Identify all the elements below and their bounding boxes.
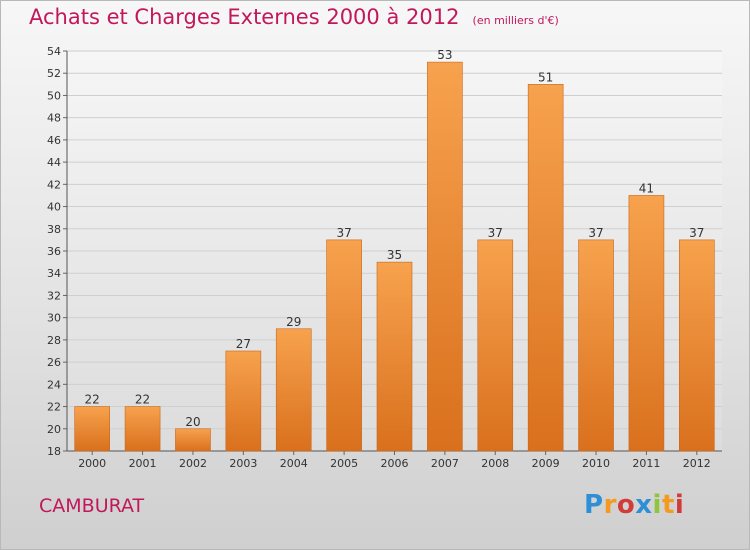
chart-title: Achats et Charges Externes 2000 à 2012 (…	[29, 5, 559, 29]
bar	[679, 239, 715, 452]
x-tick-label: 2006	[381, 457, 409, 470]
data-label: 53	[437, 48, 452, 62]
data-label: 51	[538, 70, 553, 84]
x-tick-label: 2009	[532, 457, 560, 470]
bar	[376, 261, 413, 452]
plot-area: 18 20 22 24 26 28 30 32 34 36 38 40 42 44 46 48 50 52 54 22…	[47, 45, 722, 470]
x-tick-label: 2011	[632, 457, 660, 470]
place-name: CAMBURAT	[39, 495, 145, 517]
y-tick-label: 22	[47, 401, 61, 414]
data-label: 27	[236, 337, 251, 351]
y-tick-label: 38	[47, 223, 61, 236]
y-tick-label: 52	[47, 67, 61, 80]
y-tick-label: 20	[47, 423, 61, 436]
x-tick-label: 2008	[481, 457, 509, 470]
data-label: 20	[185, 415, 200, 429]
y-tick-label: 42	[47, 178, 61, 191]
x-tick-label: 2012	[683, 457, 711, 470]
y-tick-label: 32	[47, 289, 61, 302]
data-label: 22	[135, 393, 150, 407]
proxiti-logo: Proxiti	[584, 490, 685, 520]
y-tick-label: 40	[47, 201, 61, 214]
y-tick-label: 30	[47, 312, 61, 325]
bar	[225, 350, 262, 452]
title-unit: (en milliers d'€)	[472, 14, 559, 27]
y-tick-label: 48	[47, 112, 61, 125]
data-label: 37	[336, 226, 351, 240]
y-tick-label: 18	[47, 445, 61, 458]
y-tick-label: 28	[47, 334, 61, 347]
x-tick-label: 2002	[179, 457, 207, 470]
x-tick-label: 2003	[229, 457, 257, 470]
data-label: 22	[85, 393, 100, 407]
x-tick-label: 2000	[78, 457, 106, 470]
x-tick-label: 2005	[330, 457, 358, 470]
y-tick-label: 36	[47, 245, 61, 258]
bar	[326, 239, 362, 452]
bar	[628, 195, 665, 452]
bar	[477, 239, 514, 452]
x-tick-label: 2001	[129, 457, 157, 470]
data-label: 29	[286, 315, 301, 329]
y-tick-label: 46	[47, 134, 61, 147]
bar	[427, 61, 463, 452]
x-tick-label: 2004	[280, 457, 308, 470]
y-tick-label: 24	[47, 378, 61, 391]
data-label: 37	[488, 226, 503, 240]
bar	[275, 328, 312, 452]
data-label: 41	[639, 181, 654, 195]
y-tick-label: 50	[47, 89, 61, 102]
bar	[578, 239, 614, 452]
y-tick-label: 34	[47, 267, 61, 280]
y-tick-label: 26	[47, 356, 61, 369]
x-tick-label: 2010	[582, 457, 610, 470]
bar	[175, 428, 211, 452]
data-label: 37	[689, 226, 704, 240]
y-tick-label: 44	[47, 156, 61, 169]
title-text: Achats et Charges Externes 2000 à 2012	[29, 5, 460, 29]
bar	[527, 84, 564, 452]
data-label: 37	[588, 226, 603, 240]
x-tick-label: 2007	[431, 457, 459, 470]
y-tick-label: 54	[47, 45, 61, 58]
data-label: 35	[387, 248, 402, 262]
bar	[124, 406, 161, 452]
bar	[74, 406, 110, 452]
